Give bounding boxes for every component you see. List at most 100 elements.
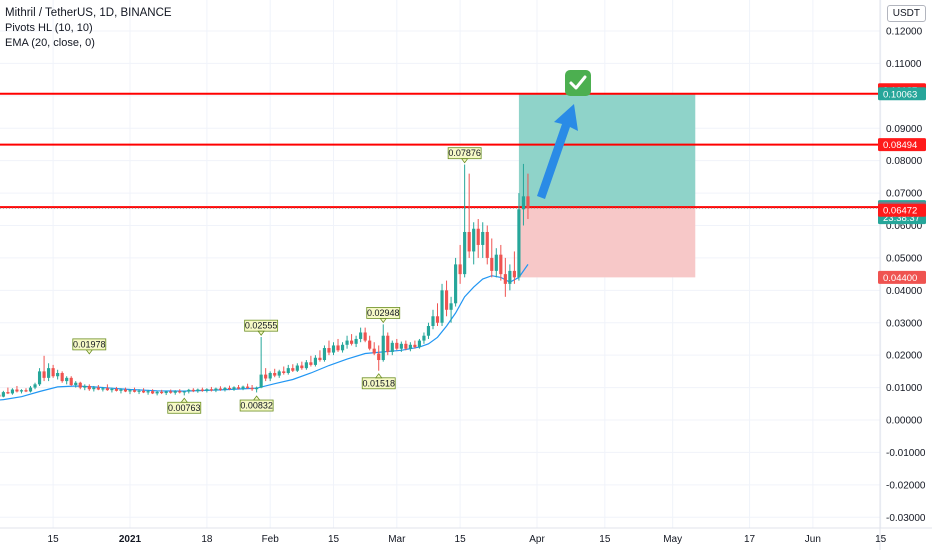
y-tick-label: 0.09000 — [886, 124, 923, 135]
candle-body — [300, 365, 304, 369]
candle-body — [345, 340, 349, 345]
candle — [512, 251, 516, 284]
candle-body — [178, 391, 182, 393]
candle — [313, 355, 317, 367]
candle — [490, 238, 494, 278]
pivot-value: 0.00832 — [240, 401, 273, 411]
indicator-ema[interactable]: EMA (20, close, 0) — [5, 37, 95, 49]
candle-body — [340, 344, 345, 351]
candle-body — [476, 228, 480, 245]
candle — [187, 388, 191, 394]
price-tag-bg — [878, 87, 926, 101]
candle — [141, 388, 146, 394]
price-tag-bg — [878, 138, 926, 152]
candle-body — [155, 391, 159, 394]
candle — [236, 384, 241, 390]
candle-body — [404, 343, 408, 349]
pivot-label: 0.00763 — [167, 397, 202, 414]
pivot-value: 0.01978 — [73, 339, 106, 349]
indicator-pivots[interactable]: Pivots HL (10, 10) — [5, 22, 93, 34]
candle-body — [472, 228, 476, 252]
candle — [218, 386, 223, 391]
currency-badge[interactable]: USDT — [886, 5, 926, 22]
candle-body — [291, 368, 295, 371]
arrow-shape[interactable] — [537, 104, 578, 199]
candle-body — [481, 231, 485, 245]
pivot-value: 0.02555 — [245, 321, 278, 331]
candle — [282, 366, 286, 375]
candle — [309, 355, 313, 367]
candle-body — [359, 332, 363, 339]
candle-body — [24, 390, 28, 392]
candle — [74, 381, 78, 388]
candle-body — [87, 385, 91, 390]
candle-body — [245, 386, 250, 388]
y-tick-label: 0.01000 — [886, 383, 923, 394]
chart-legend: Mithril / TetherUS, 1D, BINANCE Pivots H… — [5, 6, 172, 51]
candle-body — [47, 368, 51, 378]
candle-body — [255, 387, 259, 390]
ema-line — [0, 264, 529, 401]
candle-body — [331, 345, 336, 353]
candle-body — [128, 390, 132, 392]
candle-body — [232, 387, 236, 390]
candle-body — [42, 371, 46, 378]
pivot-pointer — [85, 349, 94, 355]
candle-body — [408, 344, 412, 349]
y-tick-label: 0.00000 — [886, 416, 923, 427]
candle — [155, 390, 159, 396]
candle — [56, 369, 60, 380]
stop-zone[interactable] — [518, 207, 696, 278]
candle-body — [327, 348, 331, 353]
pivot-value: 0.02948 — [367, 308, 400, 318]
trend-arrow-icon[interactable] — [537, 104, 578, 199]
y-tick-label: 0.08000 — [886, 156, 923, 167]
candle-body — [512, 270, 516, 278]
time-axis[interactable]: 15 2021 18 Feb 15 Mar 15 Apr 15 May 17 Jun 15 — [48, 534, 887, 545]
pivot-pointer — [460, 158, 469, 164]
candle — [65, 376, 69, 385]
candle-body — [426, 325, 431, 336]
candle-body — [354, 338, 358, 344]
candle — [223, 386, 227, 392]
x-tick-label: 2021 — [119, 534, 142, 545]
candle — [381, 324, 385, 362]
symbol-title[interactable]: Mithril / TetherUS, 1D, BINANCE — [5, 7, 172, 19]
y-tick-label: -0.02000 — [886, 480, 926, 491]
candle-body — [494, 254, 498, 271]
candle-body — [413, 344, 417, 348]
candle-body — [372, 348, 376, 354]
x-tick-label: 15 — [875, 534, 887, 545]
x-tick-label: 15 — [328, 534, 340, 545]
candle — [209, 386, 213, 392]
candle — [69, 376, 73, 386]
position-zones[interactable] — [518, 93, 696, 278]
candle-body — [503, 274, 507, 284]
candle-body — [6, 392, 10, 394]
candle — [78, 381, 82, 390]
candle — [277, 369, 281, 378]
candle-body — [322, 348, 327, 361]
candle-body — [259, 374, 263, 388]
candle-body — [336, 345, 340, 351]
candle-body — [390, 342, 394, 352]
y-tick-label: 0.11000 — [886, 59, 922, 70]
candle — [481, 222, 485, 258]
candle-body — [83, 385, 87, 388]
candle — [359, 327, 363, 343]
candle — [463, 164, 467, 278]
checkmark — [569, 75, 587, 90]
candle-body — [164, 391, 168, 394]
candle — [413, 340, 417, 349]
candle-body — [241, 386, 245, 389]
candle-body — [1, 392, 5, 397]
candle — [128, 388, 132, 395]
candle — [517, 193, 521, 281]
resistance-lines[interactable] — [0, 92, 880, 209]
price-tag: 0.10063 — [878, 87, 926, 101]
candle — [395, 338, 399, 351]
candle-body — [377, 353, 381, 361]
candle-body — [268, 372, 272, 379]
y-tick-label: 0.06000 — [886, 221, 923, 232]
